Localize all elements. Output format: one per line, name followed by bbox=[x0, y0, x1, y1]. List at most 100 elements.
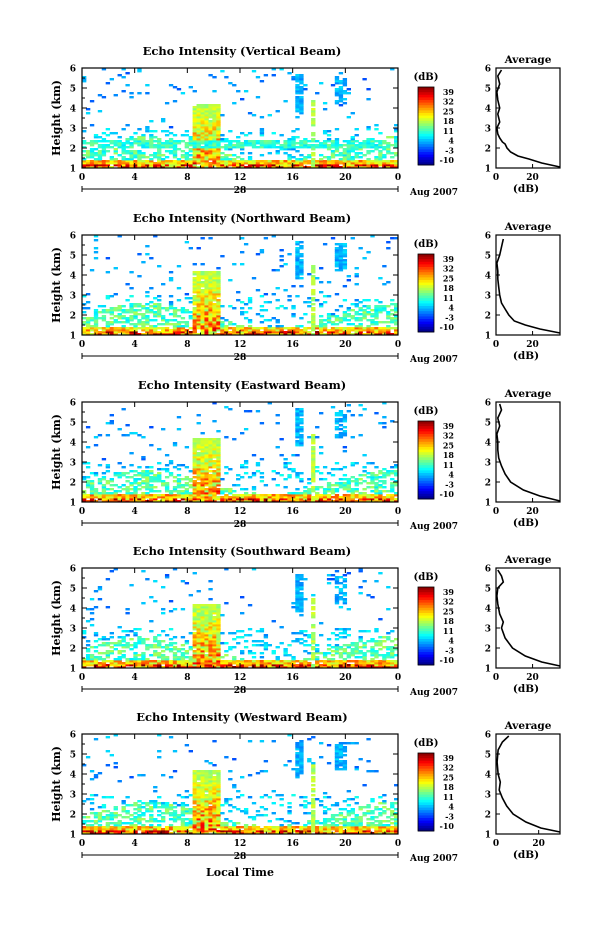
heatmap-cell bbox=[232, 331, 237, 334]
heatmap-cell bbox=[204, 614, 209, 617]
heatmap-cell bbox=[208, 146, 213, 149]
heatmap-cell bbox=[224, 436, 229, 439]
heatmap-cell bbox=[93, 640, 99, 643]
heatmap-cell bbox=[354, 482, 359, 485]
heatmap-cell bbox=[366, 650, 371, 653]
heatmap-cell bbox=[334, 488, 340, 491]
colorbar-step bbox=[418, 329, 434, 333]
heatmap-cell bbox=[188, 158, 193, 161]
heatmap-cell bbox=[236, 162, 241, 165]
heatmap-cell bbox=[101, 830, 107, 833]
colorbar-tick-label: -3 bbox=[445, 312, 454, 322]
heatmap-cell bbox=[216, 164, 221, 167]
heatmap-cell bbox=[232, 160, 237, 163]
heatmap-cell bbox=[319, 166, 324, 169]
heatmap-cell bbox=[164, 164, 170, 167]
heatmap-cell bbox=[299, 265, 304, 268]
heatmap-cell bbox=[82, 632, 87, 635]
heatmap-cell bbox=[188, 164, 193, 167]
heatmap-cell bbox=[315, 277, 320, 280]
colorbar-step bbox=[418, 649, 434, 653]
heatmap-cell bbox=[338, 484, 344, 487]
heatmap-cell bbox=[263, 144, 269, 147]
colorbar-step bbox=[418, 272, 434, 276]
heatmap-cell bbox=[263, 496, 269, 499]
heatmap-cell bbox=[129, 644, 134, 647]
heatmap-cell bbox=[378, 142, 383, 145]
colorbar-step bbox=[418, 496, 434, 500]
heatmap-cell bbox=[180, 327, 186, 330]
heatmap-cell bbox=[200, 456, 205, 459]
heatmap-cell bbox=[168, 600, 174, 603]
heatmap-cell bbox=[275, 307, 280, 310]
colorbar-tick-label: 32 bbox=[443, 431, 454, 441]
heatmap-cell bbox=[129, 432, 134, 435]
heatmap-cell bbox=[311, 275, 316, 278]
heatmap-cell bbox=[137, 654, 142, 657]
heatmap-cell bbox=[172, 134, 178, 137]
heatmap-cell bbox=[200, 472, 205, 475]
heatmap-cell bbox=[101, 832, 107, 835]
heatmap-cell bbox=[330, 406, 336, 409]
heatmap-cell bbox=[149, 120, 154, 123]
heatmap-cell bbox=[259, 660, 265, 663]
heatmap-cell bbox=[295, 128, 300, 131]
heatmap-cell bbox=[133, 154, 138, 157]
heatmap-cell bbox=[390, 648, 395, 651]
heatmap-cell bbox=[188, 648, 193, 651]
heatmap-cell bbox=[196, 452, 201, 455]
heatmap-cell bbox=[311, 325, 316, 328]
heatmap-cell bbox=[196, 138, 201, 141]
heatmap-cell bbox=[137, 488, 142, 491]
heatmap-cell bbox=[113, 644, 118, 647]
heatmap-cell bbox=[192, 327, 197, 330]
heatmap-cell bbox=[184, 297, 190, 300]
heatmap-cell bbox=[370, 313, 375, 316]
heatmap-cell bbox=[232, 84, 237, 87]
heatmap-cell bbox=[121, 164, 126, 167]
heatmap-cell bbox=[89, 490, 95, 493]
heatmap-cell bbox=[85, 480, 91, 483]
heatmap-cell bbox=[354, 480, 359, 483]
heatmap-cell bbox=[93, 327, 99, 330]
colorbar-step bbox=[418, 662, 434, 666]
heatmap-cell bbox=[121, 142, 126, 145]
heatmap-cell bbox=[161, 640, 166, 643]
heatmap-cell bbox=[208, 438, 213, 441]
heatmap-cell bbox=[243, 331, 249, 334]
heatmap-cell bbox=[204, 440, 209, 443]
heatmap-cell bbox=[326, 331, 332, 334]
heatmap-cell bbox=[168, 271, 174, 274]
heatmap-cell bbox=[358, 586, 363, 589]
heatmap-cell bbox=[113, 662, 118, 665]
heatmap-cell bbox=[390, 630, 395, 633]
heatmap-cell bbox=[350, 112, 355, 115]
heatmap-cell bbox=[255, 160, 261, 163]
heatmap-cell bbox=[208, 580, 213, 583]
heatmap-cell bbox=[319, 303, 324, 306]
heatmap-cell bbox=[259, 134, 265, 137]
heatmap-cell bbox=[303, 658, 308, 661]
heatmap-cell bbox=[315, 162, 320, 165]
panel-2: Echo Intensity (Northward Beam)Height (k… bbox=[50, 211, 561, 365]
heatmap-cell bbox=[93, 656, 99, 659]
heatmap-cell bbox=[200, 303, 205, 306]
heatmap-cell bbox=[89, 808, 95, 811]
heatmap-cell bbox=[326, 146, 332, 149]
heatmap-cell bbox=[330, 660, 336, 663]
colorbar-tick-label: 11 bbox=[443, 626, 454, 636]
heatmap-cell bbox=[208, 480, 213, 483]
heatmap-cell bbox=[220, 162, 225, 165]
heatmap-cell bbox=[153, 130, 158, 133]
heatmap-cell bbox=[374, 652, 379, 655]
heatmap-cell bbox=[346, 92, 351, 95]
y-tick-label: 4 bbox=[70, 605, 76, 615]
heatmap-cell bbox=[267, 662, 272, 665]
heatmap-cell bbox=[125, 612, 130, 615]
heatmap-cell bbox=[192, 480, 197, 483]
colorbar-tick-label: 11 bbox=[443, 126, 454, 136]
heatmap-cell bbox=[121, 650, 126, 653]
heatmap-cell bbox=[176, 664, 182, 667]
heatmap-cell bbox=[212, 283, 217, 286]
heatmap-cell bbox=[212, 285, 217, 288]
